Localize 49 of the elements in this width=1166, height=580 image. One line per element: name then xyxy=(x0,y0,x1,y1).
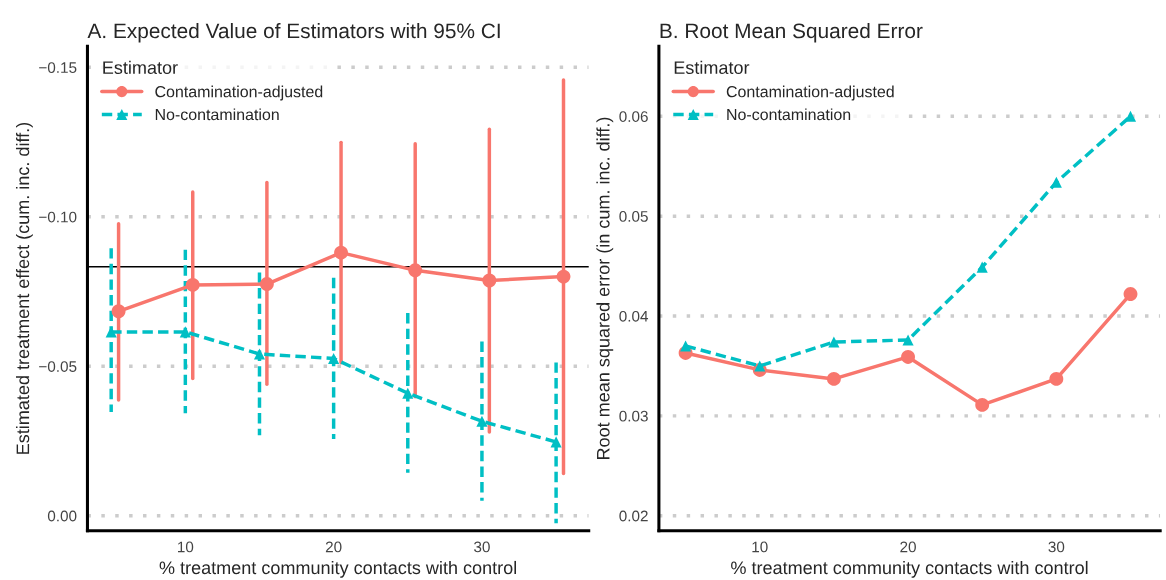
y-tick-label: 0.05 xyxy=(619,211,648,222)
point xyxy=(556,269,571,284)
point xyxy=(828,336,840,348)
point xyxy=(253,348,266,360)
point xyxy=(259,277,274,292)
point xyxy=(402,387,414,399)
y-tick-label: 0.06 xyxy=(619,111,648,122)
x-tick-label: 20 xyxy=(325,541,342,553)
y-tick-label: −0.10 xyxy=(39,211,77,223)
point xyxy=(1049,371,1064,386)
y-tick-label: 0.02 xyxy=(619,510,648,522)
y-axis-title: Root mean squared error (in cum. inc. diff.) xyxy=(596,117,614,459)
x-tick-label: 30 xyxy=(474,541,490,553)
x-axis-title: % treatment community contacts with control xyxy=(159,560,517,578)
y-tick-label: 0.00 xyxy=(47,510,77,522)
y-axis-title: Estimated treatment effect (cum. inc. diff.) xyxy=(15,122,33,454)
y-tick-label: −0.05 xyxy=(39,361,77,372)
point xyxy=(901,350,915,364)
point xyxy=(334,245,348,260)
x-axis-title: % treatment community contacts with control xyxy=(731,560,1088,578)
x-tick-label: 20 xyxy=(900,541,916,553)
chart-title: B. Root Mean Squared Error xyxy=(660,22,923,43)
point xyxy=(476,415,488,427)
y-tick-label: 0.03 xyxy=(619,410,648,422)
legend-label: No-contamination xyxy=(155,108,279,121)
x-tick-label: 10 xyxy=(178,541,194,553)
y-tick-label: −0.15 xyxy=(39,62,77,74)
point xyxy=(408,263,423,278)
point xyxy=(680,340,692,352)
legend-title: Estimator xyxy=(103,60,178,75)
point xyxy=(550,436,562,448)
point xyxy=(482,273,497,288)
chart-title: A. Expected Value of Estimators with 95% CI xyxy=(87,22,500,43)
point xyxy=(976,261,988,273)
point xyxy=(185,278,200,292)
x-tick-label: 30 xyxy=(1048,541,1065,553)
point xyxy=(1050,176,1062,188)
x-tick-label: 10 xyxy=(752,541,768,553)
point xyxy=(826,371,841,386)
legend-label: No-contamination xyxy=(727,108,851,121)
point xyxy=(1123,287,1138,301)
point xyxy=(975,397,990,412)
point xyxy=(328,352,340,365)
point xyxy=(111,304,126,319)
legend-label: Contamination-adjusted xyxy=(726,85,894,101)
legend-label: Contamination-adjusted xyxy=(155,85,323,101)
point xyxy=(902,334,914,346)
legend-title: Estimator xyxy=(674,60,750,75)
y-tick-label: 0.04 xyxy=(619,310,649,322)
